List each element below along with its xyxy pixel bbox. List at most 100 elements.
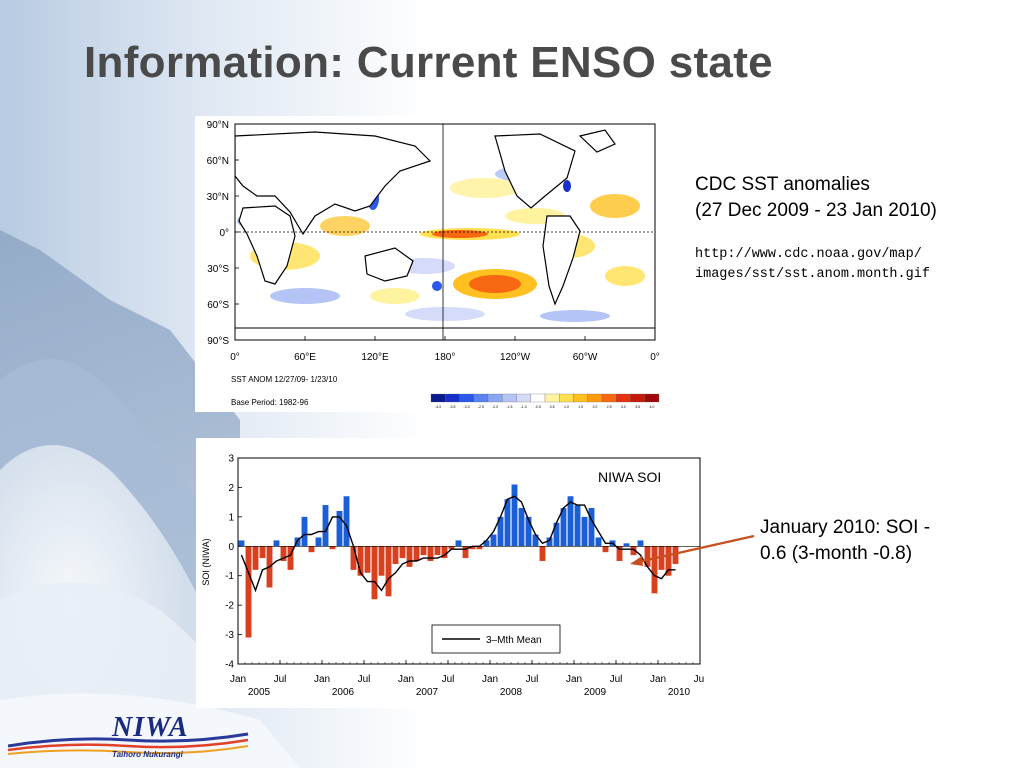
soi-bar bbox=[588, 508, 595, 547]
soi-bar bbox=[560, 508, 567, 547]
soi-bar bbox=[630, 546, 637, 556]
soi-bar bbox=[462, 546, 469, 559]
soi-bar bbox=[490, 534, 497, 547]
colorbar-swatch bbox=[516, 393, 531, 403]
soi-x-tick-label: Jul bbox=[358, 674, 371, 685]
soi-bar bbox=[497, 516, 504, 547]
colorbar-swatch bbox=[473, 393, 489, 403]
soi-caption: January 2010: SOI - 0.6 (3-month -0.8) bbox=[760, 515, 930, 567]
lon-label: 0° bbox=[230, 352, 240, 363]
soi-bar bbox=[385, 546, 392, 597]
soi-bar bbox=[420, 546, 427, 556]
colorbar-swatch bbox=[502, 393, 517, 403]
soi-bar bbox=[245, 546, 252, 638]
soi-y-tick-label: -1 bbox=[225, 571, 234, 582]
lat-label: 90°N bbox=[207, 120, 229, 131]
soi-bar bbox=[525, 516, 532, 547]
lon-label: 120°W bbox=[500, 352, 531, 363]
slide-title: Information: Current ENSO state bbox=[84, 38, 773, 87]
niwa-logo: NIWA Taihoro Nukurangi bbox=[7, 712, 258, 766]
sst-url-line2: images/sst/sst.anom.month.gif bbox=[695, 267, 930, 282]
soi-bar bbox=[399, 546, 406, 559]
soi-year-label: 2010 bbox=[668, 687, 691, 698]
soi-bar bbox=[644, 546, 651, 567]
anomaly-period-label: SST ANOM 12/27/09- 1/23/10 bbox=[231, 375, 338, 384]
colorbar-swatch bbox=[587, 393, 603, 403]
soi-pointer-arrow bbox=[630, 534, 755, 566]
soi-bar bbox=[308, 546, 315, 553]
soi-legend: 3–Mth Mean bbox=[431, 624, 561, 654]
sst-caption-line2: (27 Dec 2009 - 23 Jan 2010) bbox=[695, 200, 937, 221]
soi-bar bbox=[301, 516, 308, 547]
soi-chart-panel: 3 2 1 0 -1 -2 -3 -4 Jan Jul Jan Jul Jan Jul Jan Jul Jan… bbox=[196, 438, 704, 708]
soi-year-label: 2009 bbox=[584, 687, 607, 698]
colorbar-label: -3.0 bbox=[464, 405, 470, 409]
lat-label: 30°S bbox=[207, 264, 229, 275]
colorbar-label: 1.0 bbox=[564, 405, 569, 409]
colorbar-swatch bbox=[445, 393, 460, 403]
soi-y-tick-label: -4 bbox=[225, 660, 234, 671]
sst-source-url: http://www.cdc.noaa.gov/map/ images/sst/… bbox=[695, 245, 930, 285]
lon-label: 120°E bbox=[361, 352, 389, 363]
colorbar-swatch bbox=[559, 393, 574, 403]
soi-chart: 3 2 1 0 -1 -2 -3 -4 Jan Jul Jan Jul Jan Jul Jan Jul Jan… bbox=[201, 454, 704, 699]
soi-bar bbox=[469, 546, 476, 550]
soi-x-tick-label: Jul bbox=[442, 674, 455, 685]
soi-bar bbox=[413, 546, 420, 561]
soi-bar bbox=[322, 505, 329, 547]
sst-caption: CDC SST anomalies (27 Dec 2009 - 23 Jan … bbox=[695, 172, 937, 224]
niwa-logo-name: NIWA bbox=[112, 712, 189, 743]
colorbar-swatch bbox=[544, 393, 560, 403]
soi-bar bbox=[518, 508, 525, 547]
colorbar-swatch bbox=[630, 393, 645, 403]
soi-bar bbox=[336, 510, 343, 547]
soi-bar bbox=[665, 546, 672, 576]
soi-y-tick-label: 0 bbox=[228, 542, 234, 553]
soi-bar bbox=[357, 546, 364, 576]
sst-map-svg: 90°N 60°N 30°N 0° 30°S 60°S 90°S 0° 60°E 120°E 18… bbox=[207, 120, 660, 409]
three-month-mean-line bbox=[240, 495, 676, 593]
sst-anomaly-field bbox=[235, 129, 655, 340]
colorbar-label: -1.5 bbox=[506, 405, 512, 409]
soi-x-tick-label: Jan bbox=[482, 674, 498, 685]
colorbar-label: 3.5 bbox=[635, 405, 640, 409]
soi-bar bbox=[448, 546, 455, 550]
soi-bar bbox=[602, 546, 609, 553]
colorbar-swatch bbox=[644, 393, 660, 403]
soi-bar bbox=[280, 546, 287, 561]
soi-bar bbox=[553, 522, 560, 547]
soi-x-tick-label: Jan bbox=[566, 674, 582, 685]
soi-y-tick-label: -2 bbox=[225, 601, 234, 612]
sst-anomaly-map: 90°N 60°N 30°N 0° 30°S 60°S 90°S 0° 60°E 120°E 18… bbox=[195, 116, 671, 412]
colorbar: -4.0 -3.5 -3.0 -2.5 -2.0 -1.5 -1.0 -0.5 0.5 1.0 1.… bbox=[430, 393, 660, 409]
soi-bar bbox=[483, 540, 490, 547]
soi-year-label: 2008 bbox=[500, 687, 523, 698]
soi-bar bbox=[567, 496, 574, 547]
lat-label: 30°N bbox=[207, 192, 229, 203]
niwa-logo-swoosh bbox=[7, 732, 249, 755]
sst-caption-line1: CDC SST anomalies bbox=[695, 174, 870, 195]
soi-bar bbox=[511, 484, 518, 547]
soi-bar bbox=[574, 505, 581, 547]
lon-label: 0° bbox=[650, 352, 660, 363]
lon-label: 60°W bbox=[573, 352, 598, 363]
soi-y-tick-label: 1 bbox=[228, 512, 234, 523]
colorbar-label: -2.5 bbox=[478, 405, 484, 409]
soi-y-tick-label: 2 bbox=[228, 483, 234, 494]
legend-label: 3–Mth Mean bbox=[486, 635, 542, 646]
soi-bar bbox=[651, 546, 658, 594]
base-period-label: Base Period: 1982-96 bbox=[231, 398, 309, 407]
soi-year-label: 2005 bbox=[248, 687, 271, 698]
soi-bar bbox=[238, 540, 245, 547]
colorbar-label: 1.5 bbox=[578, 405, 583, 409]
soi-bar bbox=[546, 537, 553, 547]
soi-x-tick-label: Jul bbox=[694, 674, 704, 685]
soi-bar bbox=[539, 546, 546, 561]
colorbar-swatch bbox=[530, 393, 546, 403]
soi-bar bbox=[343, 496, 350, 547]
soi-bar bbox=[455, 540, 462, 547]
colorbar-swatch bbox=[459, 393, 474, 403]
soi-bar bbox=[315, 537, 322, 547]
soi-x-tick-label: Jul bbox=[526, 674, 539, 685]
soi-x-axis: JanJulJanJulJanJulJanJulJanJulJanJul2005… bbox=[230, 660, 704, 698]
